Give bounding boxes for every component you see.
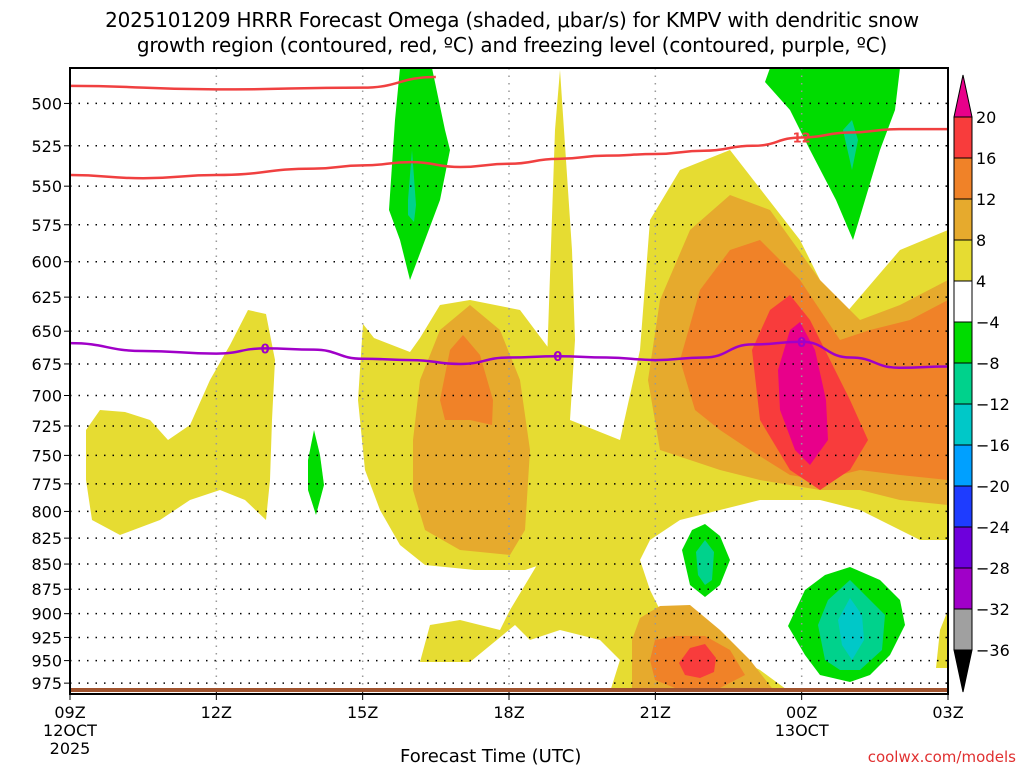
shade-4-8-right-edge bbox=[936, 610, 948, 668]
colorbar-swatch bbox=[953, 157, 973, 200]
colorbar-label: 12 bbox=[976, 190, 996, 209]
colorbar-extend-bottom bbox=[953, 649, 973, 693]
colorbar-swatch bbox=[953, 198, 973, 241]
plot-area: 12 0 0 0 bbox=[70, 68, 948, 692]
colorbar-label: −8 bbox=[976, 354, 1000, 373]
y-tick-label: 875 bbox=[31, 580, 62, 599]
y-tick-label: 825 bbox=[31, 529, 62, 548]
y-axis: 500 525 550 575 600 625 650 675 700 725 750 775 800 8… bbox=[31, 94, 70, 693]
colorbar-swatch bbox=[953, 321, 973, 364]
contours: 12 0 0 0 bbox=[70, 75, 948, 370]
y-tick-label: 750 bbox=[31, 446, 62, 465]
ground-surface bbox=[70, 688, 948, 692]
y-tick-label: 700 bbox=[31, 387, 62, 406]
shade-neg4-8-c bbox=[308, 430, 324, 515]
credit-link[interactable]: coolwx.com/models bbox=[867, 748, 1016, 766]
colorbar-swatch bbox=[953, 403, 973, 446]
colorbar-label: −24 bbox=[976, 518, 1010, 537]
contour-label: 0 bbox=[553, 350, 562, 365]
colorbar-label: −32 bbox=[976, 600, 1010, 619]
colorbar-label: −12 bbox=[976, 395, 1010, 414]
shade-12-16-a bbox=[440, 335, 493, 425]
grid-lines bbox=[70, 68, 948, 692]
shade-neg8-12-a bbox=[408, 150, 416, 222]
x-tick-label: 03Z bbox=[932, 703, 963, 722]
colorbar-swatch bbox=[953, 116, 973, 159]
shade-neg4-8-a bbox=[389, 68, 450, 280]
contour-line bbox=[70, 127, 948, 180]
colorbar-label: −4 bbox=[976, 313, 1000, 332]
y-tick-label: 725 bbox=[31, 417, 62, 436]
colorbar-swatch bbox=[953, 362, 973, 405]
y-tick-label: 800 bbox=[31, 502, 62, 521]
colorbar-swatch bbox=[953, 239, 973, 282]
y-tick-label: 950 bbox=[31, 652, 62, 671]
shade-neg8-12-c bbox=[696, 540, 714, 585]
x-axis-title: Forecast Time (UTC) bbox=[400, 746, 582, 767]
y-tick-label: 775 bbox=[31, 475, 62, 494]
contour-line bbox=[70, 340, 948, 370]
y-tick-label: 575 bbox=[31, 216, 62, 235]
shade-gt20 bbox=[778, 322, 828, 465]
y-tick-label: 500 bbox=[31, 94, 62, 113]
colorbar-swatch bbox=[953, 444, 973, 487]
shade-8-12-a bbox=[413, 305, 530, 555]
y-tick-label: 975 bbox=[31, 674, 62, 693]
x-tick-label: 21Z bbox=[640, 703, 671, 722]
colorbar-label: −16 bbox=[976, 436, 1010, 455]
y-tick-label: 925 bbox=[31, 628, 62, 647]
colorbar: 20 16 12 8 4 −4 −8 −12 −16 −20 −24 −28 −32 −36 bbox=[953, 74, 1010, 693]
colorbar-label: 16 bbox=[976, 149, 996, 168]
x-tick-label: 2025 bbox=[50, 739, 91, 758]
y-tick-label: 850 bbox=[31, 555, 62, 574]
colorbar-label: 4 bbox=[976, 272, 986, 291]
colorbar-swatch bbox=[953, 485, 973, 528]
contour-label: 0 bbox=[797, 336, 806, 351]
x-tick-label: 15Z bbox=[347, 703, 378, 722]
chart-title-line-1: 2025101209 HRRR Forecast Omega (shaded, … bbox=[105, 8, 919, 32]
x-tick-label: 12Z bbox=[201, 703, 232, 722]
contour-line bbox=[70, 75, 436, 91]
colorbar-extend-top bbox=[953, 74, 973, 118]
shade-neg4-8-b bbox=[765, 68, 900, 240]
colorbar-label: 8 bbox=[976, 231, 986, 250]
contour-label: 12 bbox=[793, 131, 811, 146]
chart-title-line-2: growth region (contoured, red, ºC) and f… bbox=[136, 33, 888, 57]
colorbar-label: −36 bbox=[976, 641, 1010, 660]
colorbar-label: −28 bbox=[976, 559, 1010, 578]
shade-16-20-b bbox=[679, 644, 716, 678]
y-tick-label: 625 bbox=[31, 288, 62, 307]
colorbar-swatch bbox=[953, 526, 973, 569]
y-tick-label: 525 bbox=[31, 137, 62, 156]
y-tick-label: 900 bbox=[31, 605, 62, 624]
y-tick-label: 650 bbox=[31, 322, 62, 341]
y-tick-label: 600 bbox=[31, 253, 62, 272]
y-tick-label: 550 bbox=[31, 177, 62, 196]
contour-label: 0 bbox=[261, 342, 270, 357]
x-tick-label: 12OCT bbox=[43, 721, 97, 740]
x-tick-label: 13OCT bbox=[775, 721, 829, 740]
shade-4-8-left bbox=[86, 310, 275, 535]
colorbar-swatch bbox=[953, 280, 973, 323]
colorbar-swatch bbox=[953, 567, 973, 610]
x-tick-label: 18Z bbox=[493, 703, 524, 722]
colorbar-swatch bbox=[953, 608, 973, 651]
colorbar-label: −20 bbox=[976, 477, 1010, 496]
x-tick-label: 00Z bbox=[786, 703, 817, 722]
y-tick-label: 675 bbox=[31, 355, 62, 374]
x-tick-label: 09Z bbox=[54, 703, 85, 722]
colorbar-label: 20 bbox=[976, 108, 996, 127]
